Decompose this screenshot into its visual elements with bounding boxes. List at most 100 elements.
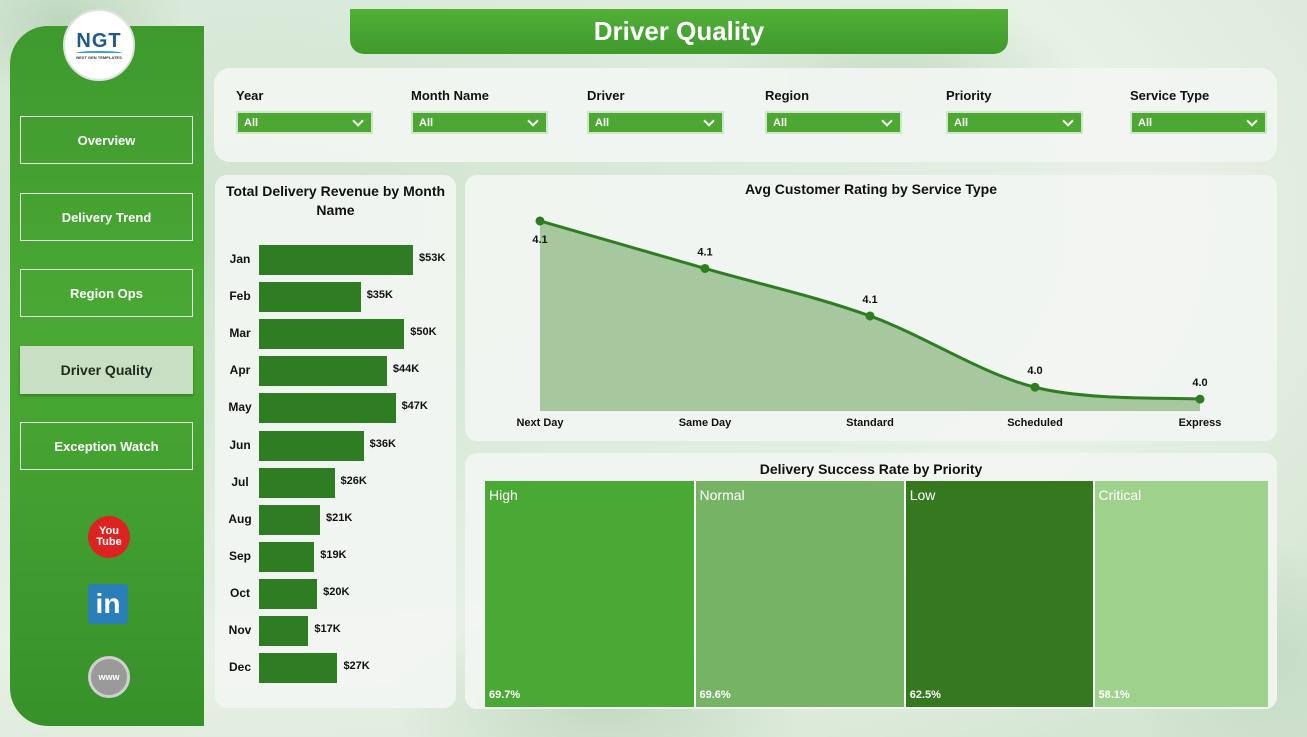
rating-data-label: 4.0: [1027, 365, 1042, 377]
chevron-down-icon: [352, 114, 364, 127]
bar-data-label: $47K: [401, 400, 428, 413]
filter-region-select[interactable]: All: [765, 111, 902, 134]
x-axis-tick-label: Scheduled: [1007, 417, 1063, 429]
bar-row-jan: Jan $53K: [215, 245, 456, 275]
bar[interactable]: [259, 653, 338, 684]
website-globe-icon[interactable]: www: [88, 656, 130, 698]
website-icon-text: www: [98, 672, 120, 682]
filter-priority-label: Priority: [946, 88, 992, 103]
linkedin-icon[interactable]: in: [88, 584, 128, 624]
treemap-cell-label: Low: [909, 487, 936, 503]
youtube-icon[interactable]: You Tube: [88, 516, 130, 558]
bar-data-label: $50K: [410, 326, 437, 339]
bar[interactable]: [259, 356, 387, 387]
bar-data-label: $19K: [320, 548, 347, 561]
x-axis-tick-label: Same Day: [679, 417, 732, 429]
bar-category-label: Nov: [228, 623, 252, 637]
bar-row-sep: Sep $19K: [215, 541, 456, 572]
revenue-by-month-chart: Total Delivery Revenue by Month Name Jan…: [215, 175, 456, 708]
treemap-cell-normal[interactable]: Normal 69.6%: [695, 481, 904, 707]
treemap-cell-critical[interactable]: Critical 58.1%: [1094, 481, 1268, 707]
nav-delivery-trend-button[interactable]: Delivery Trend: [20, 193, 193, 241]
filter-priority: Priority All: [946, 88, 1083, 134]
treemap-cell-label: Critical: [1098, 487, 1142, 503]
logo: NGT NEXT GEN TEMPLATES: [63, 9, 135, 81]
bar[interactable]: [259, 393, 396, 424]
filter-month-value: All: [419, 116, 434, 129]
bar-row-oct: Oct $20K: [215, 578, 456, 609]
bar[interactable]: [259, 430, 364, 461]
filter-region-label: Region: [765, 88, 810, 103]
bar-row-jun: Jun $36K: [215, 430, 456, 461]
linkedin-icon-text: in: [95, 588, 121, 619]
treemap-title: Delivery Success Rate by Priority: [759, 461, 983, 477]
bar-row-apr: Apr $44K: [215, 356, 456, 387]
filter-priority-select[interactable]: All: [946, 111, 1083, 134]
rating-data-point[interactable]: [1030, 382, 1040, 392]
filter-service-type-select[interactable]: All: [1130, 111, 1267, 134]
filter-service-type-label: Service Type: [1130, 88, 1210, 103]
bar[interactable]: [259, 467, 335, 498]
filter-month-label: Month Name: [411, 88, 489, 103]
bar-data-label: $44K: [392, 363, 420, 376]
rating-data-point[interactable]: [1195, 394, 1205, 404]
filter-year-select[interactable]: All: [236, 111, 373, 134]
bar[interactable]: [259, 245, 413, 275]
bar[interactable]: [259, 578, 318, 609]
bar-data-label: $20K: [323, 585, 350, 598]
filter-month-select[interactable]: All: [411, 111, 548, 134]
rating-data-point[interactable]: [865, 311, 875, 321]
bar-row-nov: Nov $17K: [215, 616, 456, 646]
chevron-down-icon: [1246, 114, 1258, 127]
nav-region-ops-button[interactable]: Region Ops: [20, 269, 193, 317]
bar[interactable]: [259, 319, 405, 350]
bar-data-label: $53K: [419, 252, 446, 264]
rating-data-label: 4.0: [1192, 377, 1207, 389]
bar-category-label: Jun: [229, 437, 251, 452]
filter-region-value: All: [773, 116, 788, 129]
bar-category-label: May: [228, 400, 252, 415]
filter-priority-value: All: [954, 116, 969, 129]
bar-data-label: $21K: [326, 511, 353, 524]
x-axis-tick-label: Standard: [846, 417, 894, 429]
bar-row-feb: Feb $35K: [215, 282, 456, 313]
page-title: Driver Quality: [350, 9, 1008, 54]
rating-data-point[interactable]: [535, 216, 545, 226]
treemap-cell-high[interactable]: High 69.7%: [485, 481, 694, 707]
filter-service-type: Service Type All: [1130, 88, 1267, 134]
filter-driver-value: All: [595, 116, 610, 129]
rating-area-svg: 4.1 Next Day 4.1 Same Day 4.1 Standard 4.0 Sche…: [516, 216, 1221, 429]
youtube-icon-text-2: Tube: [96, 536, 122, 548]
bar[interactable]: [259, 504, 321, 535]
page-title-text: Driver Quality: [593, 16, 765, 46]
bar-data-label: $36K: [369, 437, 396, 450]
youtube-icon-text-1: You: [99, 525, 119, 537]
rating-by-service-chart: Avg Customer Rating by Service Type 4.1 N…: [465, 175, 1277, 441]
filter-driver-select[interactable]: All: [587, 111, 724, 134]
x-axis-tick-label: Next Day: [516, 417, 564, 429]
filter-year-value: All: [244, 116, 259, 129]
logo-subtitle: NEXT GEN TEMPLATES: [76, 55, 122, 60]
chevron-down-icon: [527, 114, 539, 127]
nav-exception-watch-button[interactable]: Exception Watch: [20, 422, 193, 470]
bar-data-label: $26K: [340, 474, 367, 487]
treemap-cell-low[interactable]: Low 62.5%: [905, 481, 1093, 707]
treemap-cell-value: 69.7%: [489, 689, 521, 701]
bar-row-mar: Mar $50K: [215, 319, 456, 350]
bar-row-aug: Aug $21K: [215, 504, 456, 535]
filter-driver: Driver All: [587, 88, 724, 134]
chevron-down-icon: [1062, 114, 1074, 127]
bar-category-label: Dec: [228, 660, 251, 675]
nav-overview-button[interactable]: Overview: [20, 116, 193, 164]
filter-month-name: Month Name All: [411, 88, 548, 134]
treemap-cell-label: Normal: [699, 487, 745, 503]
bar-category-label: Aug: [228, 511, 252, 526]
filter-year-label: Year: [236, 88, 264, 103]
bar[interactable]: [259, 282, 361, 313]
rating-data-point[interactable]: [700, 263, 710, 273]
nav-driver-quality-button[interactable]: Driver Quality: [20, 346, 193, 394]
bar[interactable]: [259, 616, 309, 646]
bar-category-label: Apr: [229, 363, 251, 378]
filter-driver-label: Driver: [587, 88, 625, 103]
bar[interactable]: [259, 541, 315, 572]
